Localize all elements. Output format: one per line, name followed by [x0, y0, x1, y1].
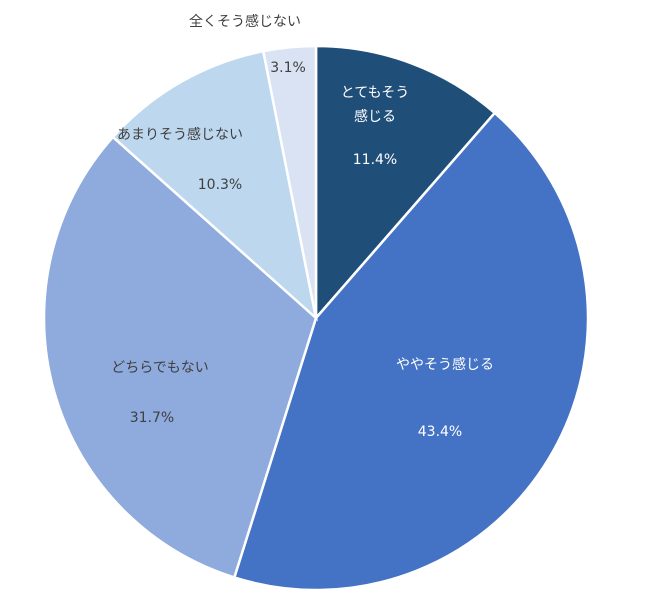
- slice-label: とてもそう感じる: [340, 85, 410, 125]
- pie-slice: [232, 111, 590, 592]
- value-label: 3.1%: [270, 60, 306, 76]
- value-label: 10.3%: [197, 177, 243, 193]
- slice-label: 全くそう感じない: [189, 14, 301, 30]
- pie-slice: [261, 44, 318, 319]
- slice-label: あまりそう感じない: [117, 127, 243, 143]
- value-label: 11.4%: [352, 152, 398, 168]
- value-label: 43.4%: [417, 424, 463, 440]
- value-label: 31.7%: [129, 410, 175, 426]
- pie-slice: [42, 135, 318, 580]
- slice-label: どちらでもない: [111, 360, 209, 376]
- slice-label: ややそう感じる: [396, 357, 494, 373]
- pie-slice: [314, 44, 497, 322]
- pie-slice: [111, 49, 318, 322]
